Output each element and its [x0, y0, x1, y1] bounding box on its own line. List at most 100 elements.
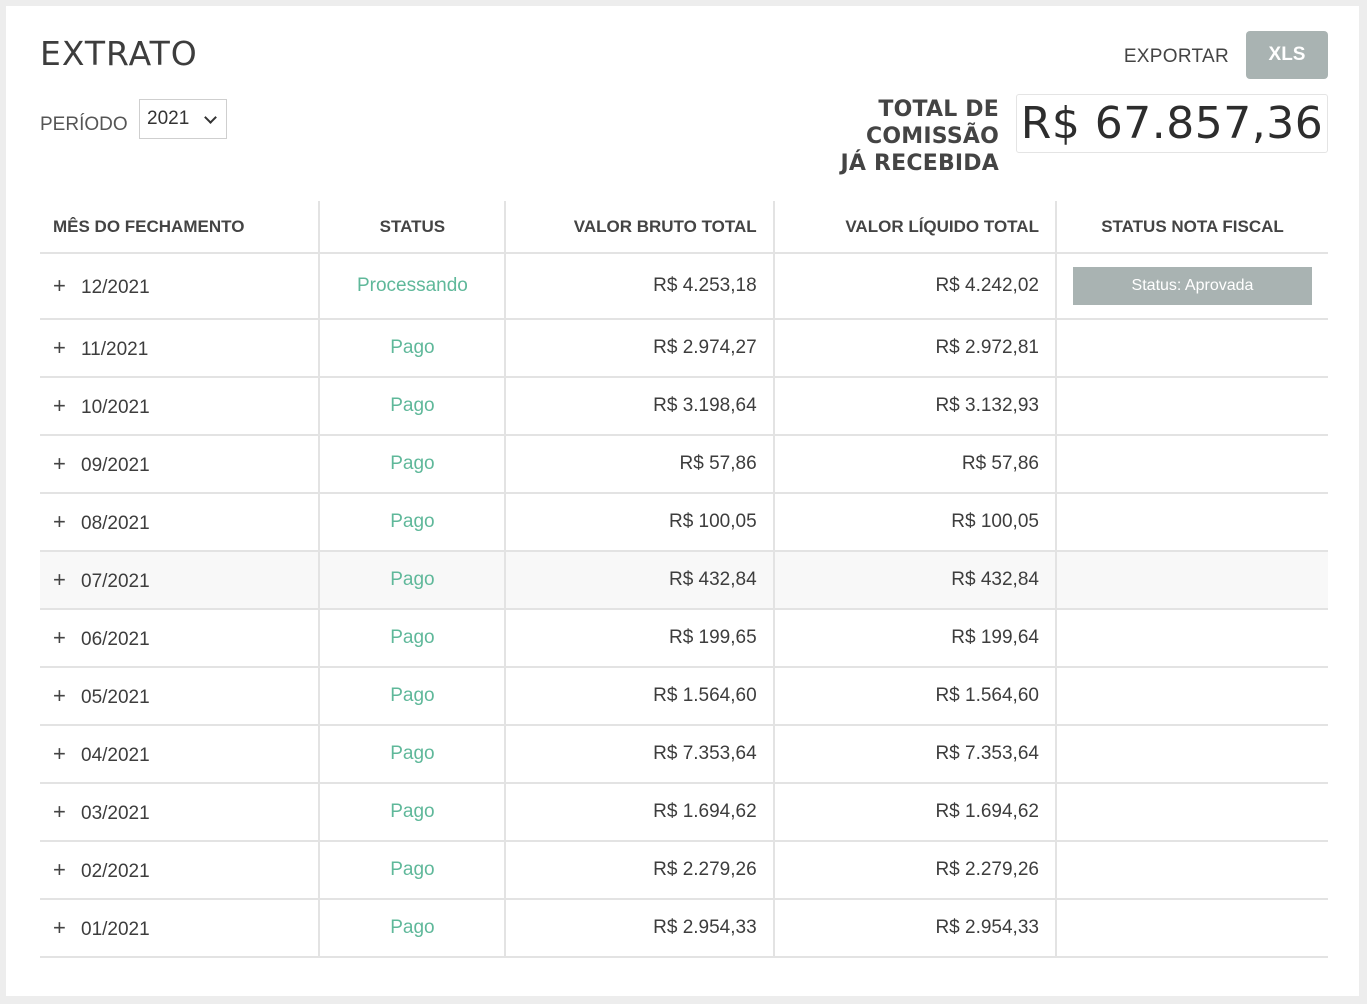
month-cell: +07/2021 — [40, 551, 320, 610]
page-title: EXTRATO — [40, 34, 198, 73]
month-cell: +12/2021 — [40, 253, 320, 320]
month-value: 11/2021 — [81, 339, 149, 360]
invoice-status-badge[interactable]: Status: Aprovada — [1072, 267, 1312, 305]
expand-plus-icon[interactable]: + — [53, 567, 66, 592]
table-row[interactable]: +09/2021 Pago R$ 57,86 R$ 57,86 — [40, 435, 1328, 494]
statement-card: EXTRATO PERÍODO 2021 EXPORTAR XLS TOTAL … — [6, 6, 1359, 996]
month-value: 02/2021 — [81, 861, 150, 882]
net-value-cell: R$ 199,64 — [772, 609, 1056, 668]
net-value-cell: R$ 4.242,02 — [772, 253, 1056, 320]
invoice-status-cell — [1054, 435, 1328, 494]
net-value-cell: R$ 432,84 — [772, 551, 1056, 610]
export-label: EXPORTAR — [1123, 46, 1229, 67]
table-row[interactable]: +06/2021 Pago R$ 199,65 R$ 199,64 — [40, 609, 1328, 668]
month-cell: +05/2021 — [40, 667, 320, 726]
status-cell: Pago — [318, 551, 506, 610]
expand-plus-icon[interactable]: + — [53, 625, 66, 650]
table-row[interactable]: +08/2021 Pago R$ 100,05 R$ 100,05 — [40, 493, 1328, 552]
table-row[interactable]: +12/2021 Processando R$ 4.253,18 R$ 4.242,0… — [40, 253, 1328, 320]
column-header-net: VALOR LÍQUIDO TOTAL — [772, 201, 1056, 254]
expand-plus-icon[interactable]: + — [53, 451, 66, 476]
column-header-invoice-status: STATUS NOTA FISCAL — [1054, 201, 1328, 254]
table-row[interactable]: +01/2021 Pago R$ 2.954,33 R$ 2.954,33 — [40, 899, 1328, 958]
table-row[interactable]: +02/2021 Pago R$ 2.279,26 R$ 2.279,26 — [40, 841, 1328, 900]
expand-plus-icon[interactable]: + — [53, 509, 66, 534]
expand-plus-icon[interactable]: + — [53, 273, 66, 298]
month-cell: +06/2021 — [40, 609, 320, 668]
period-value: 2021 — [147, 108, 190, 129]
invoice-status-cell — [1054, 667, 1328, 726]
invoice-status-cell — [1054, 551, 1328, 610]
table-row[interactable]: +10/2021 Pago R$ 3.198,64 R$ 3.132,93 — [40, 377, 1328, 436]
table-header-row: MÊS DO FECHAMENTO STATUS VALOR BRUTO TOT… — [40, 201, 1328, 254]
total-label-line2: JÁ RECEBIDA — [840, 151, 999, 176]
status-cell: Pago — [318, 841, 506, 900]
expand-plus-icon[interactable]: + — [53, 915, 66, 940]
gross-value-cell: R$ 100,05 — [504, 493, 774, 552]
month-value: 09/2021 — [81, 455, 150, 476]
gross-value-cell: R$ 7.353,64 — [504, 725, 774, 784]
month-value: 10/2021 — [81, 397, 150, 418]
total-label-line1: TOTAL DE COMISSÃO — [866, 97, 999, 149]
month-cell: +02/2021 — [40, 841, 320, 900]
gross-value-cell: R$ 2.974,27 — [504, 319, 774, 378]
status-cell: Pago — [318, 899, 506, 958]
month-value: 12/2021 — [81, 277, 150, 298]
table-row[interactable]: +05/2021 Pago R$ 1.564,60 R$ 1.564,60 — [40, 667, 1328, 726]
net-value-cell: R$ 1.694,62 — [772, 783, 1056, 842]
expand-plus-icon[interactable]: + — [53, 741, 66, 766]
gross-value-cell: R$ 2.279,26 — [504, 841, 774, 900]
export-xls-button[interactable]: XLS — [1246, 31, 1328, 79]
statement-table: MÊS DO FECHAMENTO STATUS VALOR BRUTO TOT… — [40, 201, 1328, 958]
month-cell: +01/2021 — [40, 899, 320, 958]
invoice-status-cell — [1054, 377, 1328, 436]
status-cell: Pago — [318, 319, 506, 378]
invoice-status-cell — [1054, 493, 1328, 552]
gross-value-cell: R$ 1.564,60 — [504, 667, 774, 726]
gross-value-cell: R$ 199,65 — [504, 609, 774, 668]
net-value-cell: R$ 1.564,60 — [772, 667, 1056, 726]
net-value-cell: R$ 7.353,64 — [772, 725, 1056, 784]
month-value: 06/2021 — [81, 629, 150, 650]
invoice-status-cell — [1054, 841, 1328, 900]
gross-value-cell: R$ 432,84 — [504, 551, 774, 610]
table-row[interactable]: +04/2021 Pago R$ 7.353,64 R$ 7.353,64 — [40, 725, 1328, 784]
month-cell: +04/2021 — [40, 725, 320, 784]
expand-plus-icon[interactable]: + — [53, 335, 66, 360]
expand-plus-icon[interactable]: + — [53, 683, 66, 708]
period-select[interactable]: 2021 — [139, 99, 227, 139]
month-value: 01/2021 — [81, 919, 150, 940]
month-value: 05/2021 — [81, 687, 150, 708]
month-value: 04/2021 — [81, 745, 150, 766]
table-row[interactable]: +07/2021 Pago R$ 432,84 R$ 432,84 — [40, 551, 1328, 610]
gross-value-cell: R$ 4.253,18 — [504, 253, 774, 320]
expand-plus-icon[interactable]: + — [53, 857, 66, 882]
expand-plus-icon[interactable]: + — [53, 799, 66, 824]
invoice-status-cell — [1054, 609, 1328, 668]
invoice-status-cell — [1054, 319, 1328, 378]
net-value-cell: R$ 2.954,33 — [772, 899, 1056, 958]
table-row[interactable]: +11/2021 Pago R$ 2.974,27 R$ 2.972,81 — [40, 319, 1328, 378]
invoice-status-cell — [1054, 725, 1328, 784]
status-cell: Pago — [318, 377, 506, 436]
gross-value-cell: R$ 3.198,64 — [504, 377, 774, 436]
month-value: 07/2021 — [81, 571, 150, 592]
month-value: 08/2021 — [81, 513, 150, 534]
status-cell: Pago — [318, 783, 506, 842]
gross-value-cell: R$ 2.954,33 — [504, 899, 774, 958]
expand-plus-icon[interactable]: + — [53, 393, 66, 418]
net-value-cell: R$ 2.279,26 — [772, 841, 1056, 900]
net-value-cell: R$ 57,86 — [772, 435, 1056, 494]
month-cell: +11/2021 — [40, 319, 320, 378]
invoice-status-cell — [1054, 899, 1328, 958]
net-value-cell: R$ 3.132,93 — [772, 377, 1056, 436]
month-cell: +08/2021 — [40, 493, 320, 552]
invoice-status-cell: Status: Aprovada — [1054, 253, 1328, 320]
period-label: PERÍODO — [40, 114, 128, 135]
status-cell: Pago — [318, 493, 506, 552]
status-cell: Pago — [318, 435, 506, 494]
invoice-status-cell — [1054, 783, 1328, 842]
net-value-cell: R$ 100,05 — [772, 493, 1056, 552]
table-row[interactable]: +03/2021 Pago R$ 1.694,62 R$ 1.694,62 — [40, 783, 1328, 842]
status-cell: Pago — [318, 609, 506, 668]
